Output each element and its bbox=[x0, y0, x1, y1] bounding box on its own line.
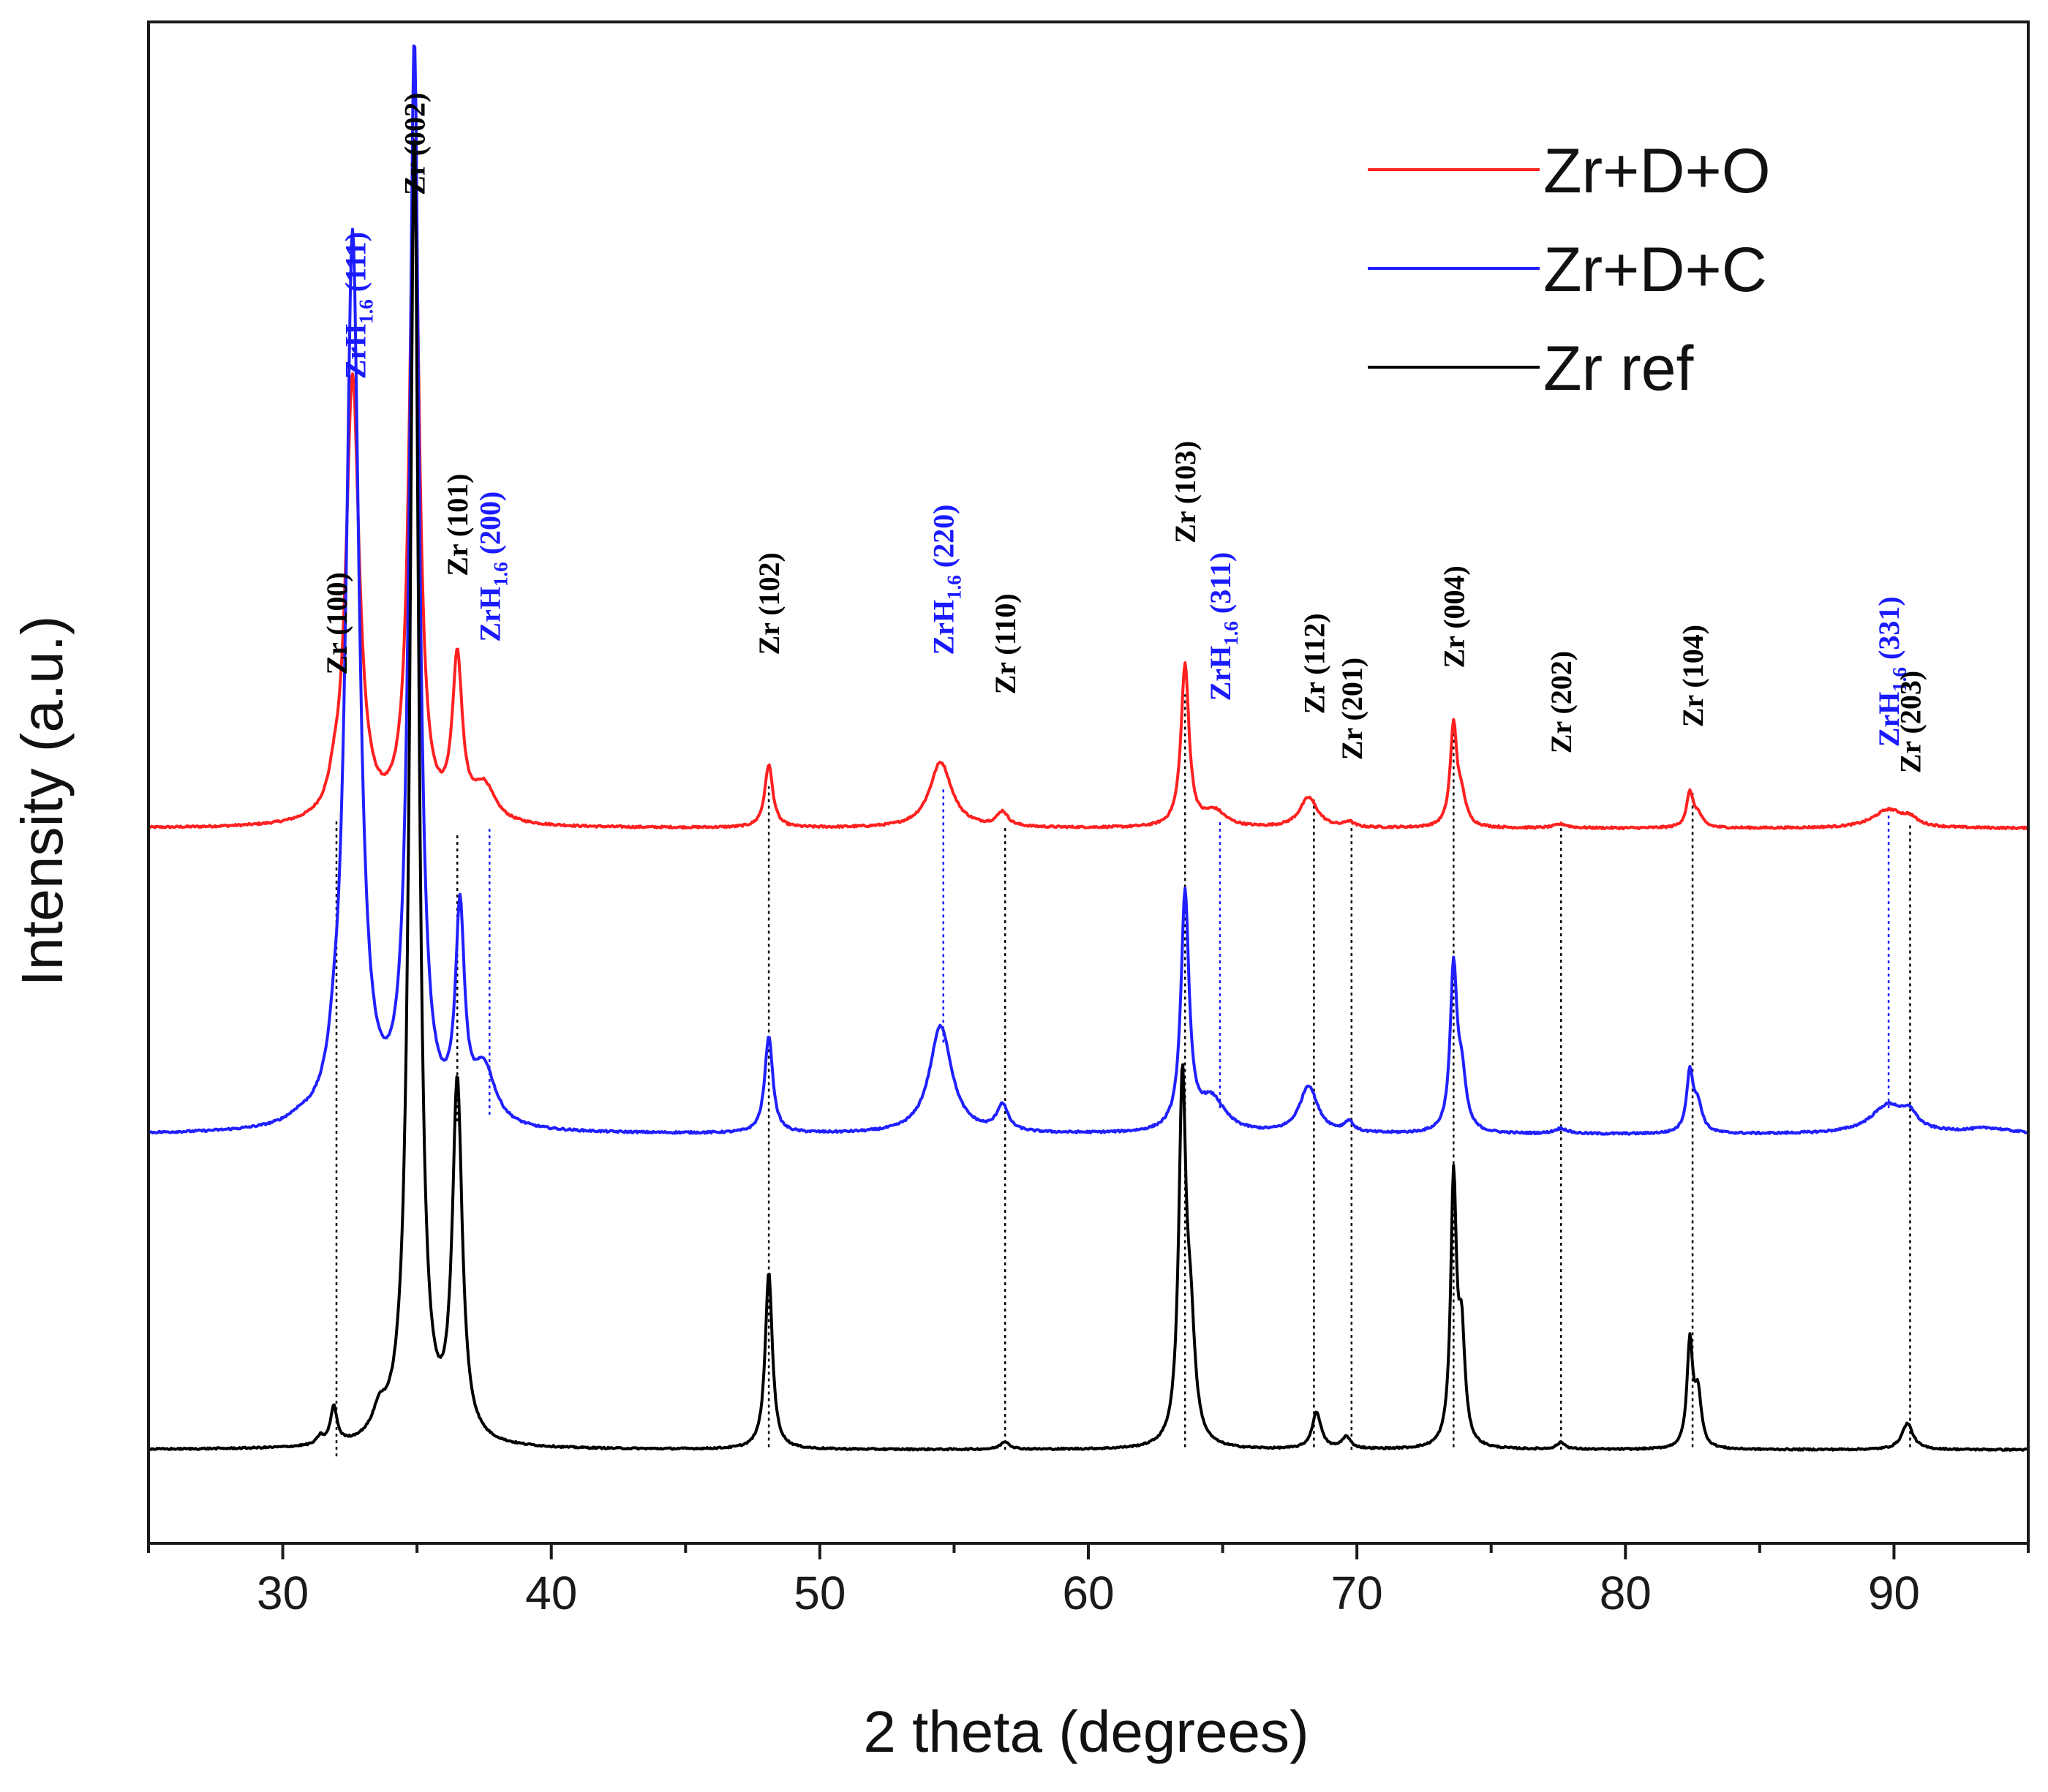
x-tick-label: 70 bbox=[1331, 1567, 1383, 1619]
series-line-1 bbox=[147, 44, 2030, 1136]
peak-label: ZrH1.6 (311) bbox=[1204, 552, 1242, 701]
legend-label: Zr+D+O bbox=[1543, 136, 1771, 206]
peak-label: ZrH1.6 (111) bbox=[339, 232, 377, 380]
peak-label-main: ZrH bbox=[1872, 692, 1905, 748]
peak-label: Zr (102) bbox=[753, 552, 786, 655]
peak-label: ZrH1.6 (331) bbox=[1872, 596, 1910, 747]
peak-label: Zr (103) bbox=[1169, 441, 1202, 543]
peak-label-index: (111) bbox=[339, 232, 372, 299]
x-tick-label: 80 bbox=[1600, 1567, 1652, 1619]
x-tick-label: 50 bbox=[794, 1567, 846, 1619]
x-tick-label: 90 bbox=[1868, 1567, 1920, 1619]
peak-label-subscript: 1.6 bbox=[489, 562, 511, 587]
peak-label-subscript: 1.6 bbox=[1889, 667, 1910, 692]
peak-label-index: (311) bbox=[1204, 552, 1237, 621]
peak-label-index: (331) bbox=[1872, 596, 1905, 667]
y-axis-title: Intensity (a.u.) bbox=[10, 616, 75, 987]
peak-label: Zr (104) bbox=[1676, 625, 1709, 727]
peak-label-subscript: 1.6 bbox=[944, 575, 965, 600]
peak-label: Zr (202) bbox=[1545, 651, 1578, 753]
x-tick-label: 60 bbox=[1062, 1567, 1114, 1619]
peak-label: Zr (004) bbox=[1437, 565, 1470, 668]
peak-label: ZrH1.6 (220) bbox=[927, 505, 965, 655]
axes: 30 40 50 60 70 80 90 bbox=[147, 20, 2030, 1619]
x-tick-label: 40 bbox=[525, 1567, 577, 1619]
peak-label: ZrH1.6 (200) bbox=[473, 492, 511, 642]
legend: Zr+D+O Zr+D+C Zr ref bbox=[1368, 136, 1771, 404]
peak-label-main: ZrH bbox=[927, 600, 960, 655]
peak-label: Zr (201) bbox=[1336, 658, 1369, 760]
peak-label-subscript: 1.6 bbox=[355, 299, 377, 324]
peak-label: Zr (101) bbox=[441, 473, 474, 576]
peak-label: Zr (203) bbox=[1894, 671, 1927, 773]
peak-annotations: Zr (100)ZrH1.6 (111)Zr (002)Zr (101)ZrH1… bbox=[320, 93, 1927, 774]
peak-label-subscript: 1.6 bbox=[1220, 621, 1242, 646]
legend-label: Zr+D+C bbox=[1543, 235, 1767, 305]
legend-label: Zr ref bbox=[1543, 334, 1695, 404]
peak-label: Zr (002) bbox=[399, 93, 432, 195]
peak-label-index: (200) bbox=[473, 492, 506, 562]
peak-label-index: (220) bbox=[927, 505, 960, 576]
peak-label-main: ZrH bbox=[1204, 646, 1237, 701]
series-line-2 bbox=[148, 140, 2029, 1452]
peak-label: Zr (100) bbox=[320, 572, 353, 674]
series-lines bbox=[147, 44, 2030, 1452]
x-tick-label: 30 bbox=[257, 1567, 309, 1619]
peak-label-main: ZrH bbox=[473, 587, 506, 642]
peak-label-main: ZrH bbox=[339, 324, 372, 380]
peak-label: Zr (112) bbox=[1298, 613, 1330, 714]
series-line-0 bbox=[147, 138, 2030, 831]
peak-label: Zr (110) bbox=[989, 593, 1022, 694]
x-axis-title: 2 theta (degrees) bbox=[863, 1699, 1309, 1764]
